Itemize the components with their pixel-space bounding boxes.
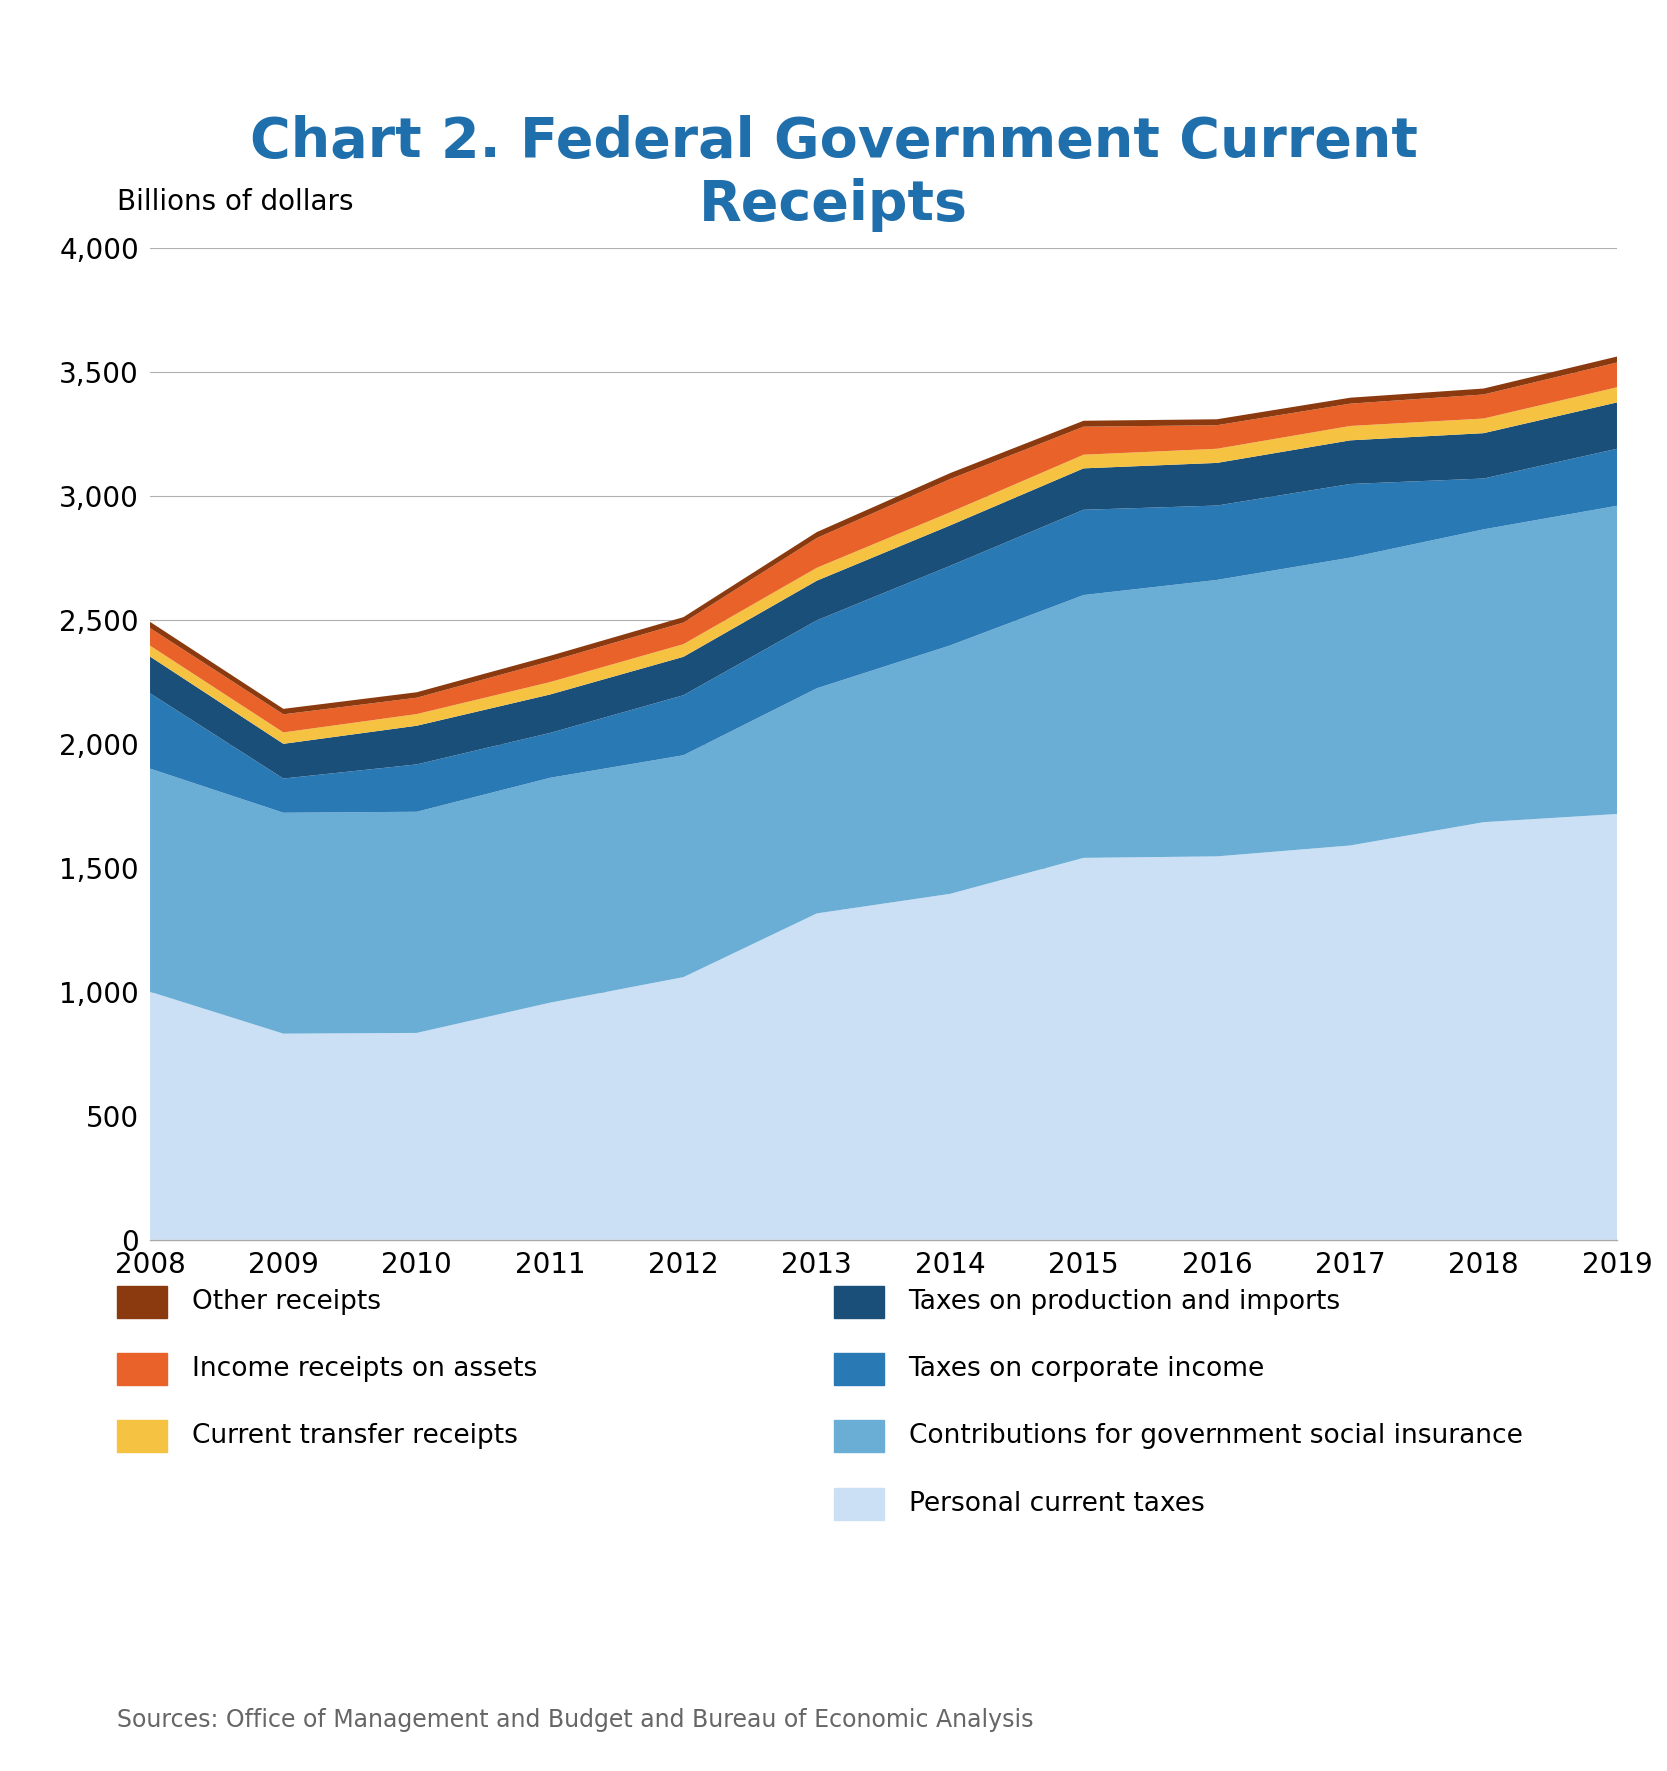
Text: Chart 2. Federal Government Current
Receipts: Chart 2. Federal Government Current Rece… [250, 115, 1417, 232]
Text: Taxes on corporate income: Taxes on corporate income [909, 1357, 1265, 1381]
Text: Personal current taxes: Personal current taxes [909, 1491, 1204, 1516]
Text: Current transfer receipts: Current transfer receipts [192, 1424, 517, 1449]
Text: Contributions for government social insurance: Contributions for government social insu… [909, 1424, 1522, 1449]
Text: Sources: Office of Management and Budget and Bureau of Economic Analysis: Sources: Office of Management and Budget… [117, 1707, 1034, 1732]
Text: Other receipts: Other receipts [192, 1289, 380, 1314]
Text: Taxes on production and imports: Taxes on production and imports [909, 1289, 1340, 1314]
Text: Income receipts on assets: Income receipts on assets [192, 1357, 537, 1381]
Text: Billions of dollars: Billions of dollars [117, 188, 353, 216]
